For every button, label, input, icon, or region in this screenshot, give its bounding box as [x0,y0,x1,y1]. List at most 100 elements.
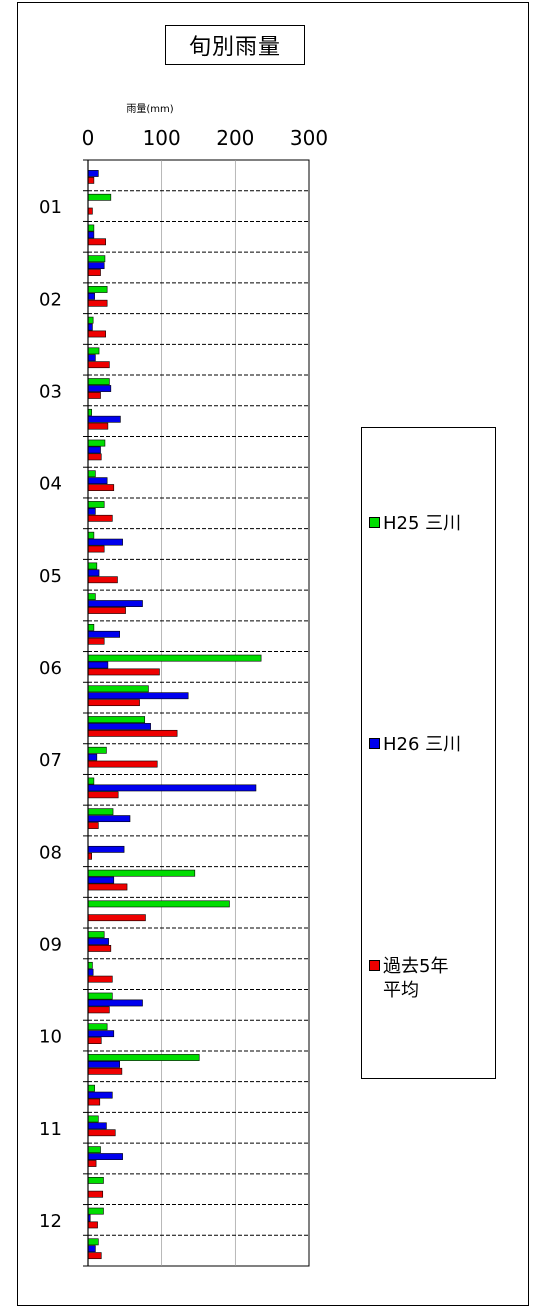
bar [87,569,100,577]
bar [87,945,112,952]
bar [87,470,96,478]
bar [87,361,110,369]
bar [87,514,113,522]
x-tick-label: 200 [216,126,254,150]
bar [87,869,196,877]
bar [87,385,112,392]
bar [87,1023,108,1031]
bar [87,176,95,184]
legend-item-h26: H26 三川 [369,733,461,757]
bar [87,876,115,884]
bar [87,637,105,645]
bar [87,347,100,355]
bar [87,1006,110,1014]
bar [87,262,105,270]
bar [87,422,109,430]
legend-swatch-avg [369,960,380,971]
bar [87,446,101,454]
bar [87,623,95,631]
bar [87,1221,98,1229]
bar [87,238,106,246]
bar [87,968,94,976]
bar [87,931,105,939]
bar [87,1084,95,1092]
month-label: 07 [39,750,62,771]
month-label: 03 [39,381,62,402]
month-label: 10 [39,1027,62,1048]
bar [87,729,178,737]
bar [87,1176,104,1184]
bar [87,545,105,553]
month-label: 08 [39,842,62,863]
legend-item-h25: H25 三川 [369,512,461,536]
bar [87,299,108,307]
bar [87,760,158,768]
bar [87,1160,97,1167]
bar [87,477,108,485]
bar [87,999,143,1007]
bar [87,1030,115,1038]
month-label: 12 [39,1211,62,1232]
bar [87,269,101,276]
bar [87,661,109,669]
bar [87,685,149,693]
bar [87,1091,113,1099]
bar [87,600,143,607]
bar [87,538,123,546]
bar [87,1252,102,1260]
bar [87,992,113,1000]
chart-legend: H25 三川 H26 三川 過去5年 平均 [361,427,496,1079]
bar [87,808,114,816]
bar [87,439,106,447]
chart-title: 旬別雨量 [165,25,305,65]
bar [87,576,118,584]
legend-item-avg: 過去5年 平均 [369,955,448,1003]
bar [87,975,113,983]
bar [87,378,110,386]
bar [87,316,94,324]
bar [87,1054,200,1061]
month-label: 11 [39,1119,62,1140]
bar [87,1245,96,1253]
month-label: 05 [39,566,62,587]
bar [87,746,107,754]
bar [87,1190,104,1198]
bar [87,415,121,423]
x-tick-label: 100 [143,126,181,150]
bar [87,1238,99,1246]
bar [87,1061,120,1068]
bar [87,593,96,601]
bar [87,822,99,829]
bar [87,453,102,461]
bar [87,607,126,614]
bar [87,777,95,785]
bar [87,654,262,662]
bar [87,1067,123,1075]
bar [87,1146,101,1154]
bar [87,791,119,799]
bar [87,231,95,239]
bar [87,630,120,638]
bar [87,699,140,707]
x-axis-label: 雨量(mm) [126,103,173,115]
bar [87,914,146,922]
x-tick-label: 300 [290,126,328,150]
month-label: 04 [39,474,62,495]
bar [87,883,128,891]
bar [87,1037,102,1044]
month-label: 02 [39,289,62,310]
bar [87,1207,104,1215]
bar [87,255,106,263]
bar [87,1115,99,1123]
legend-swatch-h25 [369,517,380,528]
legend-label-h25: H25 三川 [383,513,462,534]
bar [87,1153,123,1160]
bar [87,692,189,700]
legend-swatch-h26 [369,738,380,749]
bar [87,900,230,908]
bar [87,170,99,177]
month-label: 01 [39,197,62,218]
bar [87,845,125,853]
bar [87,815,131,823]
